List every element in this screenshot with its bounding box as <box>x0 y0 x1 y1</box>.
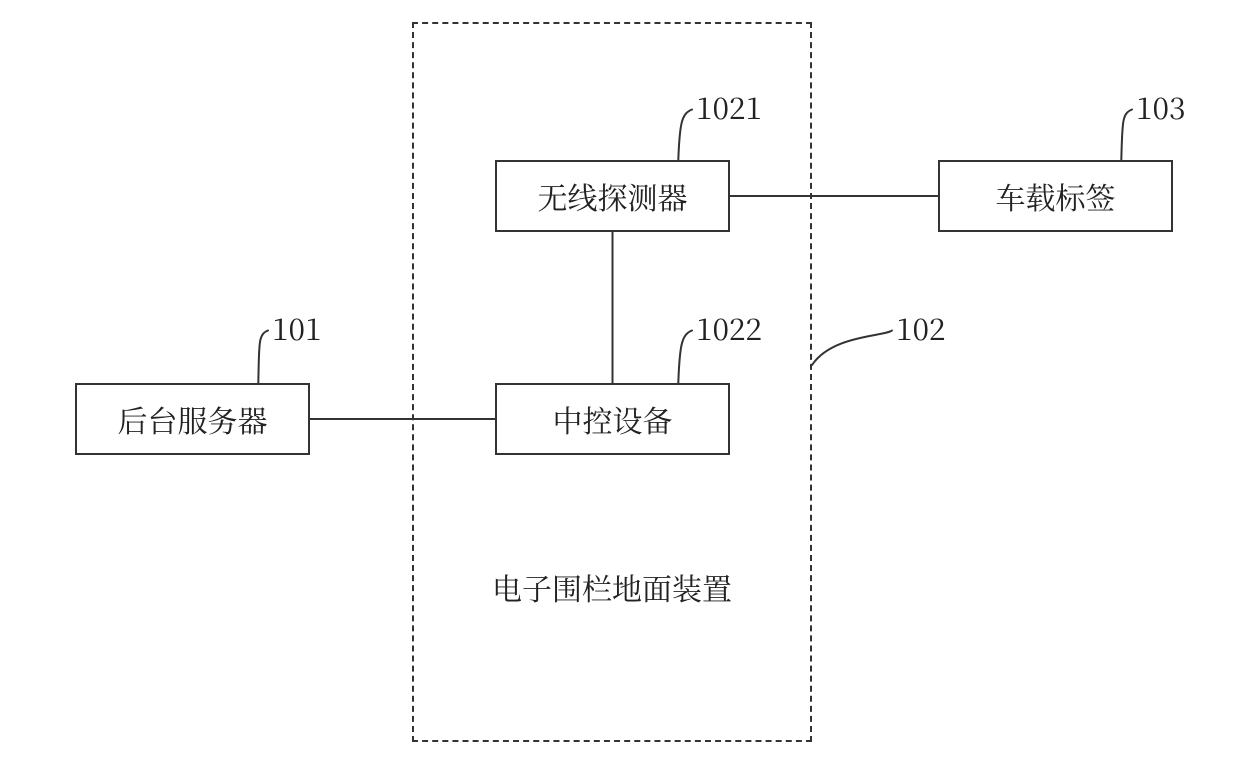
ref-label-102: 102 <box>896 305 946 349</box>
container-caption: 电子围栏地面装置 <box>492 565 732 609</box>
ref-label-1022: 1022 <box>696 305 762 349</box>
node-label: 中控设备 <box>553 397 673 441</box>
node-vehicle-tag: 车载标签 <box>938 160 1173 232</box>
ref-label-101: 101 <box>272 305 322 349</box>
node-label: 车载标签 <box>996 174 1116 218</box>
node-label: 无线探测器 <box>538 174 688 218</box>
ref-label-1021: 1021 <box>696 84 762 128</box>
node-label: 后台服务器 <box>118 397 268 441</box>
node-central-control: 中控设备 <box>495 383 730 455</box>
container-electronic-fence <box>412 22 812 742</box>
node-backend-server: 后台服务器 <box>75 383 310 455</box>
ref-label-103: 103 <box>1136 84 1186 128</box>
diagram-canvas: 后台服务器 无线探测器 中控设备 车载标签 电子围栏地面装置 101 1021 … <box>0 0 1240 769</box>
node-wireless-detector: 无线探测器 <box>495 160 730 232</box>
